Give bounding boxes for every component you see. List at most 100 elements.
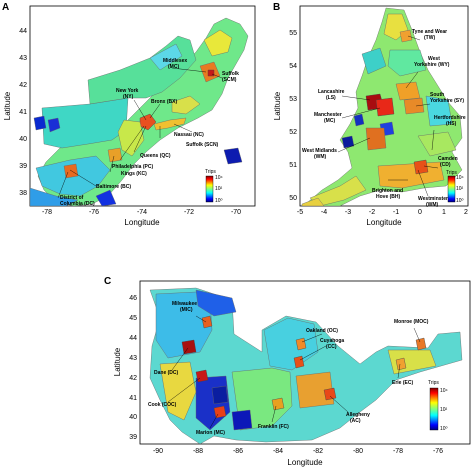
region-dark-blue-1 xyxy=(211,385,229,405)
callout-queens: Queens (QC) xyxy=(140,153,171,159)
panel-a-cb-tick-0: 10⁰ xyxy=(215,198,223,204)
panel-b-callouts xyxy=(337,35,439,197)
callout-allegheny-code: (AC) xyxy=(350,418,361,424)
region-blue-small-2 xyxy=(341,135,355,149)
callout-west-midlands-code: (WM) xyxy=(314,154,327,160)
panel-c-x-ticks: -90 -88 -86 -84 -82 -80 -78 -76 xyxy=(153,448,443,455)
callout-tyne-wear: Tyne and Wear xyxy=(412,29,447,35)
region-west-midlands xyxy=(365,127,387,151)
panel-a-cb-tick-1: 10² xyxy=(215,186,223,192)
callout-middlesex-code: (MC) xyxy=(168,64,179,70)
region-south-yorkshire xyxy=(403,97,425,115)
region-marion xyxy=(213,405,227,419)
panel-b-xtick-3: -2 xyxy=(369,209,375,216)
panel-b-xtick-5: 0 xyxy=(418,209,422,216)
callout-kings: Kings (KC) xyxy=(121,171,147,177)
callout-hertfordshire: Hertfordshire xyxy=(434,115,466,121)
callout-milwaukee: Milwaukee xyxy=(172,301,197,307)
panel-a-ytick-6: 44 xyxy=(19,28,27,35)
panel-b-letter: B xyxy=(273,2,280,13)
callout-west-midlands: West Midlands xyxy=(302,148,337,154)
panel-c-ytick-0: 39 xyxy=(129,434,137,441)
panel-b-ytick-3: 53 xyxy=(289,96,297,103)
panel-b-cb-tick-0: 10⁰ xyxy=(456,198,464,204)
panel-a-xtick-3: -72 xyxy=(184,209,194,216)
callout-lancashire-code: (LS) xyxy=(326,95,336,101)
panel-b-ytick-1: 51 xyxy=(289,162,297,169)
callout-west-yorkshire-code: Yorkshire (WY) xyxy=(414,62,450,68)
panel-b-ytick-5: 55 xyxy=(289,30,297,37)
callout-tyne-wear-code: (TW) xyxy=(424,35,435,41)
panel-c-xtick-4: -82 xyxy=(313,448,323,455)
callout-new-york: New York xyxy=(116,88,139,94)
panel-a-xtick-0: -78 xyxy=(42,209,52,216)
panel-b-colorbar: Trips 10⁰ 10² 10⁴ xyxy=(446,170,464,204)
callout-westminster-code: (WM) xyxy=(426,202,439,208)
callout-cook: Cook (COC) xyxy=(148,402,177,408)
panel-a: A -78 -76 -74 -72 xyxy=(2,2,256,227)
panel-a-ytick-3: 41 xyxy=(19,109,27,116)
panel-b-colorbar-gradient xyxy=(447,175,456,203)
callout-dc-code: Columbia (DC) xyxy=(60,201,95,207)
callout-new-york-code: (NY) xyxy=(123,94,134,100)
callout-allegheny: Allegheny xyxy=(346,412,370,418)
region-blue-patch-1 xyxy=(47,117,61,133)
callout-nassau: Nassau (NC) xyxy=(174,132,204,138)
region-dark-blue-2 xyxy=(231,409,253,431)
callout-south-yorkshire-code: Yorkshire (SY) xyxy=(430,98,464,104)
callout-marion: Marion (MC) xyxy=(196,430,225,436)
panel-a-ytick-0: 38 xyxy=(19,190,27,197)
callout-west-yorkshire: West xyxy=(428,56,440,62)
panel-c-xtick-5: -80 xyxy=(353,448,363,455)
panel-c-label-texts: Milwaukee (MIC) Oakland (OC) Monroe (MOC… xyxy=(148,301,429,436)
panel-c: C -90 -88 xyxy=(104,276,471,467)
panel-c-cb-tick-0: 10⁰ xyxy=(440,426,448,432)
panel-a-ytick-4: 42 xyxy=(19,82,27,89)
panel-a-ytick-5: 43 xyxy=(19,55,27,62)
region-north-yorkshire xyxy=(387,49,427,77)
panel-a-xtick-1: -76 xyxy=(89,209,99,216)
callout-milwaukee-code: (MIC) xyxy=(180,307,193,313)
callout-philadelphia: Philadelphia (PC) xyxy=(112,164,153,170)
panel-c-letter: C xyxy=(104,276,111,287)
region-long-island xyxy=(153,117,187,131)
panel-c-ytick-6: 45 xyxy=(129,315,137,322)
callout-monroe: Monroe (MOC) xyxy=(394,319,429,325)
panel-c-cb-tick-1: 10² xyxy=(440,407,448,413)
panel-c-ytick-3: 42 xyxy=(129,375,137,382)
panel-a-colorbar: Trips 10⁰ 10² 10⁴ xyxy=(205,169,223,204)
callout-westminster: Westminster xyxy=(418,196,448,202)
panel-c-colorbar-title: Trips xyxy=(428,380,439,386)
panel-c-cb-tick-2: 10⁴ xyxy=(440,388,448,394)
region-south-west xyxy=(309,175,367,206)
callout-baltimore: Baltimore (BC) xyxy=(96,184,131,190)
callout-dc: District of xyxy=(60,195,84,201)
panel-c-ytick-2: 41 xyxy=(129,395,137,402)
panel-c-ytick-5: 44 xyxy=(129,335,137,342)
panel-c-ylabel: Latitude xyxy=(113,347,122,376)
region-monroe xyxy=(415,337,427,351)
panel-b: B -5 -4 -3 -2 xyxy=(273,2,469,227)
panel-b-xtick-6: 1 xyxy=(442,209,446,216)
panel-a-ytick-2: 40 xyxy=(19,136,27,143)
region-michigan xyxy=(263,317,319,371)
panel-b-cb-tick-1: 10² xyxy=(456,186,464,192)
region-oakland xyxy=(295,337,307,351)
region-nj xyxy=(117,119,145,157)
panel-b-xlabel: Longitude xyxy=(366,218,402,227)
region-illinois xyxy=(159,361,197,421)
panel-b-xtick-7: 2 xyxy=(464,209,468,216)
region-london xyxy=(413,159,429,175)
callout-suffolk-n: Suffolk (SCN) xyxy=(186,142,219,148)
panel-b-x-ticks: -5 -4 -3 -2 -1 0 1 2 xyxy=(297,209,468,216)
callout-erie: Erie (EC) xyxy=(392,380,413,386)
region-cook xyxy=(195,369,209,383)
callout-cuyahoga: Cuyahoga xyxy=(320,338,344,344)
region-allegheny xyxy=(323,387,337,401)
region-lincs xyxy=(425,95,453,127)
region-tyne-wear xyxy=(399,29,413,43)
panel-a-colorbar-title: Trips xyxy=(205,169,216,175)
panel-a-xlabel: Longitude xyxy=(124,218,160,227)
region-milwaukee xyxy=(201,315,213,329)
panel-c-ytick-1: 40 xyxy=(129,414,137,421)
